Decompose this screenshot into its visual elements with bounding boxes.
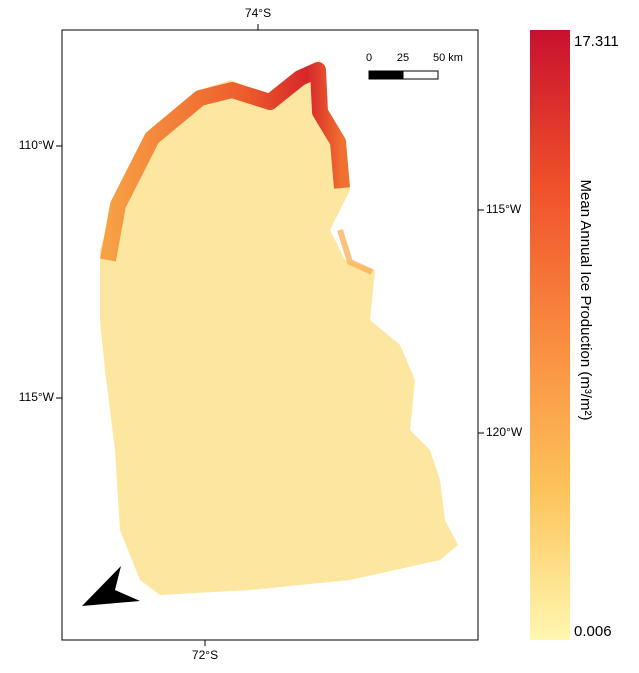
region	[100, 60, 458, 595]
scale-bar-label: 25	[397, 52, 409, 64]
north-arrow	[82, 566, 140, 606]
colorbar	[530, 30, 570, 640]
colorbar-max: 17.311	[574, 33, 619, 50]
graticule-label: 115°W	[19, 390, 55, 404]
scale-bar-label: 0	[366, 52, 372, 64]
graticule-label: 115°W	[486, 202, 522, 216]
graticule-label: 74°S	[245, 6, 271, 20]
scale-bar-segment	[368, 70, 404, 80]
graticule-label: 120°W	[486, 425, 523, 439]
coastal-mid-production	[337, 229, 374, 275]
coastal-high-production	[100, 62, 350, 262]
colorbar-min: 0.006	[574, 623, 612, 640]
graticule-label: 72°S	[192, 648, 218, 662]
graticule-label: 110°W	[19, 138, 55, 152]
scale-bar-segment	[402, 70, 439, 80]
colorbar-title: Mean Annual Ice Production (m³/m²)	[577, 180, 594, 421]
scale-bar-label: 50 km	[433, 52, 463, 64]
